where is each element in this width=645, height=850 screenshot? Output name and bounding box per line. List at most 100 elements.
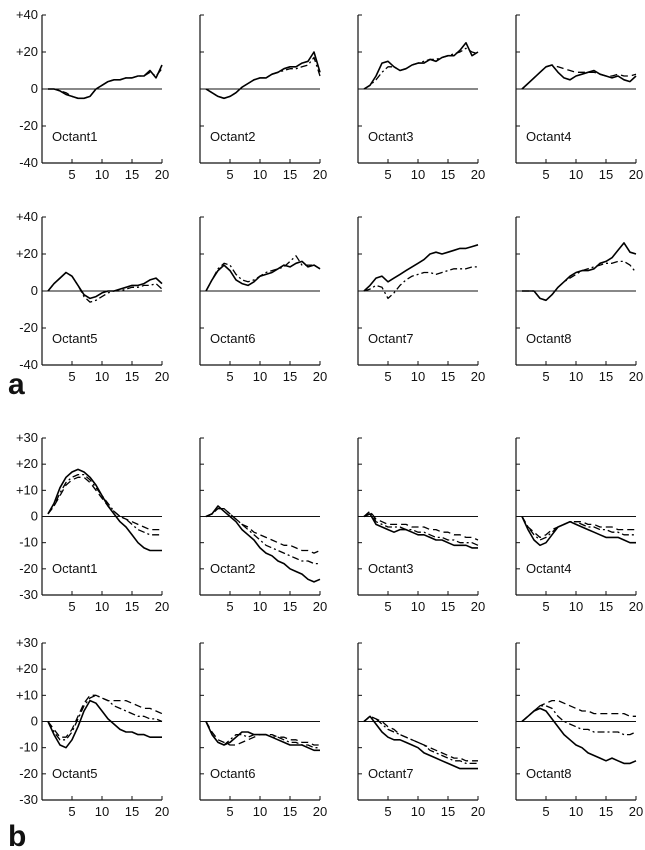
- panel-b-octant1-title: Octant1: [52, 561, 98, 576]
- panel-b-octant1-x-tick-label-5: 5: [68, 599, 75, 614]
- panel-b-octant4-series-dashed: [521, 516, 636, 539]
- panel-b-octant7-x-tick-label-15: 15: [441, 804, 455, 819]
- panel-b-octant8-x-tick-label-10: 10: [569, 804, 583, 819]
- panel-b-octant1-y-tick-label-5: -20: [19, 561, 38, 576]
- panel-b-octant3-series-solid: [363, 513, 478, 549]
- panel-a-octant3-x-tick-label-20: 20: [471, 167, 485, 182]
- panel-a-octant2: 5 10 15 20 Octant2: [199, 14, 327, 182]
- panel-b-octant5-y-tick-label-3: 0: [31, 714, 38, 729]
- panel-a-octant1-y-tick-label-0: +40: [16, 7, 38, 22]
- panel-a-octant6-x-tick-label-5: 5: [226, 369, 233, 384]
- panel-b-octant5-y-tick-label-6: -30: [19, 792, 38, 807]
- panel-a-octant7: 5 10 15 20 Octant7: [357, 216, 485, 384]
- panel-b-octant7-title: Octant7: [368, 766, 414, 781]
- panel-a-octant1-y-tick-label-3: -20: [19, 118, 38, 133]
- panel-b-octant5-y-tick-label-5: -20: [19, 766, 38, 781]
- panel-b-octant6-x-tick-label-20: 20: [313, 804, 327, 819]
- panel-a-octant5-x-tick-label-20: 20: [155, 369, 169, 384]
- panel-a-octant7-x-tick-label-10: 10: [411, 369, 425, 384]
- panel-a-octant3-series-dashdot: [363, 47, 479, 90]
- panel-a-octant2-x-tick-label-15: 15: [283, 167, 297, 182]
- panel-a-octant6-series-solid: [205, 260, 321, 292]
- panel-b-octant4-x-tick-label-20: 20: [629, 599, 643, 614]
- panel-a-octant7-x-tick-label-5: 5: [384, 369, 391, 384]
- panel-b-octant8-x-tick-label-5: 5: [542, 804, 549, 819]
- panel-b-octant8-series-dashed: [521, 699, 636, 722]
- panel-a-octant3-title: Octant3: [368, 129, 414, 144]
- panel-a-octant5-title: Octant5: [52, 331, 98, 346]
- panel-b-octant4-title: Octant4: [526, 561, 572, 576]
- panel-b-octant5: 5 10 15 20 +30 +20 +10 0 -10 -20 -30 Octant5: [16, 635, 169, 819]
- panel-a-octant6-x-tick-label-15: 15: [283, 369, 297, 384]
- panel-b-octant1-y-tick-label-3: 0: [31, 509, 38, 524]
- panel-a-octant5-series-dashdot: [47, 271, 163, 303]
- panel-b-octant2-x-tick-label-15: 15: [283, 599, 297, 614]
- panel-b-octant6-x-tick-label-15: 15: [283, 804, 297, 819]
- panel-b-octant5-x-tick-label-20: 20: [155, 804, 169, 819]
- panel-b-octant3-x-tick-label-15: 15: [441, 599, 455, 614]
- panel-b-octant4-series-dashdot: [521, 516, 636, 541]
- panel-b-octant5-title: Octant5: [52, 766, 98, 781]
- panel-a-octant1-x-tick-label-5: 5: [68, 167, 75, 182]
- panel-a-octant2-title: Octant2: [210, 129, 256, 144]
- panel-a-octant5-x-tick-label-15: 15: [125, 369, 139, 384]
- panel-b-octant6-series-solid: [205, 721, 320, 752]
- panel-a-octant2-x-tick-label-10: 10: [253, 167, 267, 182]
- panel-b-octant8-series-solid: [521, 707, 637, 765]
- panel-b-octant1-y-tick-label-2: +10: [16, 482, 38, 497]
- panel-b-octant5-x-tick-label-10: 10: [95, 804, 109, 819]
- panel-b-octant2-x-tick-label-20: 20: [313, 599, 327, 614]
- panel-b-octant1-series-solid: [47, 468, 162, 552]
- panel-a-octant1-series-dashdot: [48, 68, 163, 99]
- panel-a-octant5-x-tick-label-10: 10: [95, 369, 109, 384]
- panel-a-octant5-x-tick-label-5: 5: [68, 369, 75, 384]
- panel-a-octant7-series-dashdot: [363, 266, 478, 300]
- panel-a-octant8-title: Octant8: [526, 331, 572, 346]
- part-label-a: a: [8, 368, 25, 401]
- panel-a-octant8-x-tick-label-20: 20: [629, 369, 643, 384]
- panel-a-octant6-x-tick-label-10: 10: [253, 369, 267, 384]
- panel-b-octant1-series-dashdot: [47, 473, 162, 536]
- panel-b-octant4: 5 10 15 20 Octant4: [515, 437, 643, 614]
- panel-a-octant1-x-tick-label-20: 20: [155, 167, 169, 182]
- panel-a-octant4-series-solid: [521, 64, 637, 90]
- panel-a-octant1-series-solid: [48, 64, 163, 100]
- panel-b-octant3-x-tick-label-20: 20: [471, 599, 485, 614]
- panel-a-octant7-x-tick-label-15: 15: [441, 369, 455, 384]
- panel-b-octant2-series-dashed: [205, 507, 321, 554]
- panel-a-octant5-y-tick-label-2: 0: [31, 283, 38, 298]
- panel-a-octant8-series-dashdot: [522, 260, 637, 301]
- panel-a-octant1-x-tick-label-15: 15: [125, 167, 139, 182]
- panel-b-octant1-series-dashed: [47, 476, 162, 531]
- panel-b-octant2-series-solid: [205, 505, 321, 583]
- panel-b-octant8-series-dashdot: [521, 705, 637, 736]
- panel-b-octant3-x-tick-label-5: 5: [384, 599, 391, 614]
- panel-a-octant7-series-solid: [363, 244, 479, 292]
- panel-a-octant2-x-tick-label-20: 20: [313, 167, 327, 182]
- panel-b-octant5-series-solid: [47, 699, 162, 749]
- panel-b-octant1-y-tick-label-4: -10: [19, 535, 38, 550]
- panel-b-octant2-x-tick-label-5: 5: [226, 599, 233, 614]
- panel-b-octant1-x-tick-label-10: 10: [95, 599, 109, 614]
- panel-b-octant7-series-solid: [363, 715, 478, 770]
- panel-a-octant1: 5 10 15 20 +40 +20 0 -20 -40 Octant1: [16, 7, 169, 182]
- panel-a-octant4-x-tick-label-20: 20: [629, 167, 643, 182]
- panel-b-octant5-y-tick-label-2: +10: [16, 687, 38, 702]
- panel-b-octant5-x-tick-label-15: 15: [125, 804, 139, 819]
- panel-a-octant3-x-tick-label-5: 5: [384, 167, 391, 182]
- panel-a-octant6-series-dashdot: [205, 255, 321, 292]
- panel-a-octant4: 5 10 15 20 Octant4: [515, 14, 643, 182]
- panel-a-octant2-series-dashdot: [205, 56, 321, 99]
- panel-a-octant3: 5 10 15 20 Octant3: [357, 14, 485, 182]
- panel-a-octant4-x-tick-label-10: 10: [569, 167, 583, 182]
- panel-b-octant1-y-tick-label-0: +30: [16, 430, 38, 445]
- panel-a-octant3-x-tick-label-10: 10: [411, 167, 425, 182]
- panel-a-octant5-series-solid: [47, 271, 163, 300]
- panel-b-octant5-series-dashed: [47, 694, 163, 738]
- panel-a-octant6: 5 10 15 20 Octant6: [199, 216, 327, 384]
- panel-b-octant6-x-tick-label-10: 10: [253, 804, 267, 819]
- panel-b-octant4-x-tick-label-5: 5: [542, 599, 549, 614]
- panel-a-octant1-title: Octant1: [52, 129, 98, 144]
- panel-a-octant7-x-tick-label-20: 20: [471, 369, 485, 384]
- panel-b-octant8-x-tick-label-15: 15: [599, 804, 613, 819]
